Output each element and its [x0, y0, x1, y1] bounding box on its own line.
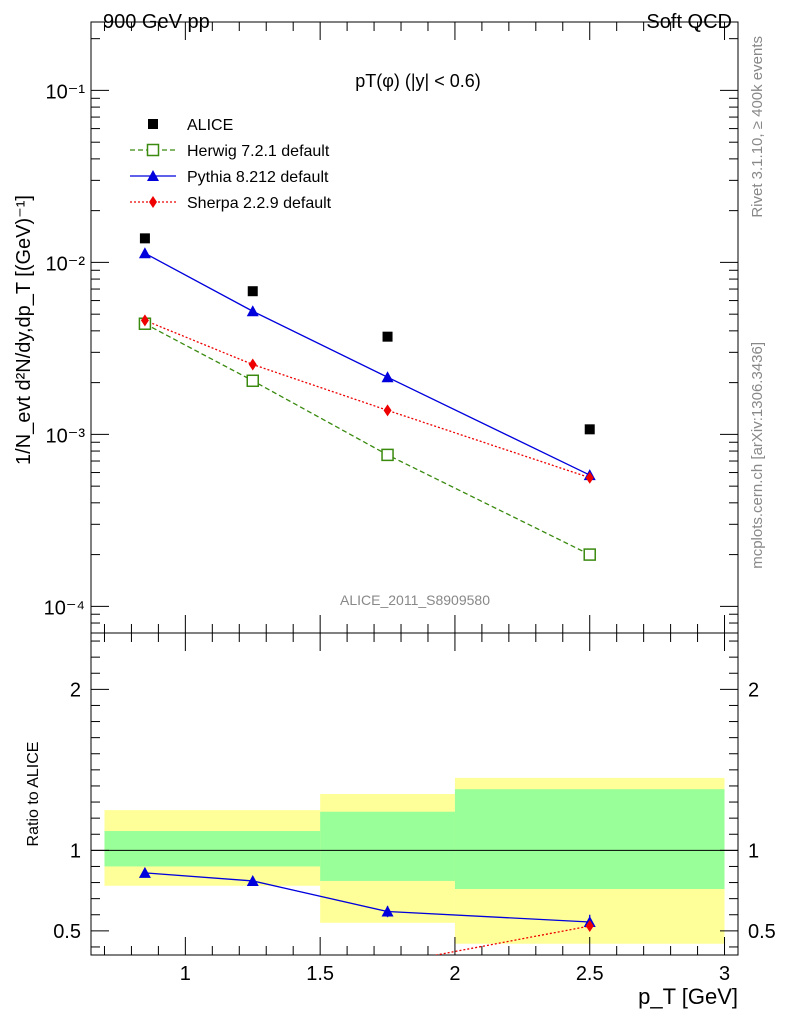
legend-label: Herwig 7.2.1 default	[187, 143, 330, 160]
series-line	[144, 252, 591, 476]
data-point	[583, 548, 596, 561]
data-point	[246, 305, 259, 317]
data-point	[148, 119, 158, 129]
y-tick-label: 1	[748, 840, 759, 862]
uncertainty-band-green	[320, 811, 455, 881]
ratio-y-axis-label: Ratio to ALICE	[25, 742, 42, 847]
legend-label: Pythia 8.212 default	[187, 169, 329, 186]
y-axis-label: 1/N_evt d²N/dy,dp_T [(GeV)⁻¹]	[13, 195, 35, 465]
data-point	[246, 374, 259, 388]
ratio-series-line	[432, 925, 590, 955]
ratio-series-line	[144, 872, 590, 923]
plot-title: pT(φ) (|y| < 0.6)	[355, 71, 481, 91]
data-point	[247, 286, 258, 297]
y-tick-label: 0.5	[748, 921, 776, 943]
main-frame	[90, 21, 739, 634]
data-point	[381, 371, 394, 383]
series-line	[144, 323, 591, 556]
ratio-frame	[90, 632, 739, 956]
y-tick-label: 10⁻²	[46, 253, 86, 275]
series-line	[144, 319, 590, 479]
x-tick-label: 1	[180, 963, 191, 985]
data-point	[139, 233, 150, 244]
ratio-series-group	[138, 866, 596, 955]
uncertainty-band-green	[454, 789, 725, 889]
y-tick-label: 10⁻³	[46, 425, 86, 447]
y-tick-label: 0.5	[53, 921, 81, 943]
y-tick-label: 10⁻⁴	[44, 597, 85, 619]
rivet-label: Rivet 3.1.10, ≥ 400k events	[749, 36, 766, 218]
data-point	[383, 404, 392, 417]
data-point	[138, 247, 151, 259]
y-tick-label: 1	[70, 840, 81, 862]
data-point	[585, 471, 594, 484]
legend-label: Sherpa 2.2.9 default	[187, 195, 332, 212]
data-point	[585, 920, 594, 933]
x-axis-label: p_T [GeV]	[638, 984, 738, 1009]
data-point	[146, 143, 160, 157]
ratio-panel: 0.5 0.5 1 1 2 2 1 1.5 2 2.5 3 Ratio to ALICE p_T [Ge…	[25, 632, 776, 1009]
data-point	[381, 905, 394, 917]
y-tick-label: 10⁻¹	[46, 81, 86, 103]
data-point	[147, 170, 159, 181]
data-point	[584, 424, 595, 435]
data-point	[381, 448, 394, 462]
data-point	[246, 874, 259, 886]
x-tick-label: 2.5	[576, 963, 604, 985]
y-tick-label: 2	[748, 679, 759, 701]
data-point	[382, 331, 393, 342]
data-point	[149, 196, 157, 208]
data-point	[140, 314, 149, 327]
y-tick-label: 2	[70, 679, 81, 701]
x-tick-label: 3	[719, 963, 730, 985]
data-point	[248, 358, 257, 371]
main-panel: 10⁻¹ 10⁻² 10⁻³ 10⁻⁴ 1/N_evt d²N/dy,dp_T [(Ge…	[13, 21, 739, 634]
data-point	[138, 866, 151, 878]
watermark-label: ALICE_2011_S8909580	[340, 592, 490, 608]
legend-label: ALICE	[187, 117, 233, 134]
mcplots-label: mcplots.cern.ch [arXiv:1306.3436]	[749, 342, 766, 569]
uncertainty-band-green	[104, 831, 321, 867]
x-tick-label: 2	[449, 963, 460, 985]
x-tick-label: 1.5	[306, 963, 334, 985]
